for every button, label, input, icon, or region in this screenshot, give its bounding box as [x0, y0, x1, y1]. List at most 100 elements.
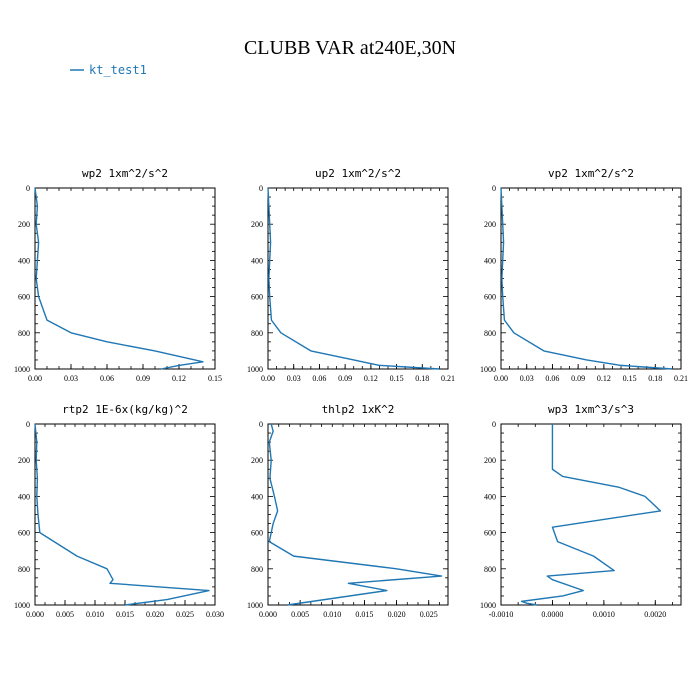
y-tick-label: 800	[18, 329, 30, 338]
y-tick-label: 800	[18, 565, 30, 574]
x-tick-label: 0.03	[287, 374, 301, 383]
x-tick-label: 0.025	[420, 610, 438, 619]
panel-6: wp3 1xm^3/s^3 0 200 400 600 800 1000-0.0010 0.0…	[480, 403, 682, 619]
panel-title: thlp2 1xK^2	[322, 403, 395, 416]
x-tick-label: 0.06	[312, 374, 326, 383]
y-tick-label: 400	[18, 256, 30, 265]
x-tick-label: 0.000	[259, 610, 277, 619]
x-tick-label: 0.15	[623, 374, 637, 383]
x-tick-label: 0.030	[206, 610, 224, 619]
y-tick-label: 800	[251, 329, 263, 338]
x-tick-label: 0.00	[494, 374, 508, 383]
y-tick-label: 400	[251, 492, 263, 501]
x-tick-label: 0.010	[86, 610, 104, 619]
x-tick-label: 0.0020	[644, 610, 666, 619]
y-tick-label: 200	[484, 456, 496, 465]
y-tick-label: 200	[18, 220, 30, 229]
y-tick-label: 0	[26, 184, 30, 193]
y-tick-label: 800	[251, 565, 263, 574]
x-tick-label: 0.00	[261, 374, 275, 383]
panel-4: rtp2 1E-6x(kg/kg)^2020040060080010000.00…	[14, 403, 224, 619]
x-tick-label: 0.12	[364, 374, 378, 383]
x-tick-label: 0.09	[338, 374, 352, 383]
x-tick-label: -0.0010	[489, 610, 514, 619]
y-tick-label: 800	[484, 329, 496, 338]
plot-frame	[34, 187, 216, 370]
figure-title: CLUBB VAR at240E,30N	[244, 37, 456, 59]
y-tick-label: 200	[251, 456, 263, 465]
x-tick-label: 0.020	[146, 610, 164, 619]
x-tick-label: 0.21	[674, 374, 688, 383]
x-tick-label: 0.12	[172, 374, 186, 383]
y-tick-label: 200	[18, 456, 30, 465]
y-tick-label: 0	[492, 184, 496, 193]
x-tick-label: 0.09	[571, 374, 585, 383]
plot-frame	[34, 423, 216, 606]
x-tick-label: 0.03	[64, 374, 78, 383]
y-tick-label: 600	[251, 293, 263, 302]
x-tick-label: 0.010	[323, 610, 341, 619]
panel-title: wp2 1xm^2/s^2	[82, 167, 168, 180]
y-tick-label: 1000	[14, 601, 30, 610]
panel-title: vp2 1xm^2/s^2	[548, 167, 634, 180]
y-tick-label: 800	[484, 565, 496, 574]
x-tick-label: 0.03	[520, 374, 534, 383]
x-tick-label: 0.000	[26, 610, 44, 619]
x-tick-label: 0.09	[136, 374, 150, 383]
series-line-kt_test1	[34, 187, 204, 370]
x-tick-label: 0.00	[28, 374, 42, 383]
panel-title: up2 1xm^2/s^2	[315, 167, 401, 180]
y-tick-label: 0	[26, 420, 30, 429]
x-tick-label: 0.12	[597, 374, 611, 383]
series-line-kt_test1	[520, 424, 662, 606]
y-tick-label: 600	[484, 293, 496, 302]
y-tick-label: 600	[18, 529, 30, 538]
series-line-kt_test1	[267, 187, 440, 370]
x-tick-label: 0.15	[390, 374, 404, 383]
y-tick-label: 400	[484, 492, 496, 501]
y-tick-label: 200	[484, 220, 496, 229]
x-tick-label: 0.0010	[593, 610, 615, 619]
x-tick-label: 0.020	[388, 610, 406, 619]
panel-title: wp3 1xm^3/s^3	[548, 403, 634, 416]
y-tick-label: 0	[492, 420, 496, 429]
series-line-kt_test1	[268, 423, 443, 606]
legend-label: kt_test1	[89, 63, 147, 77]
panel-title: rtp2 1E-6x(kg/kg)^2	[62, 403, 188, 416]
legend: kt_test1	[70, 63, 147, 77]
y-tick-label: 0	[259, 184, 263, 193]
y-tick-label: 400	[484, 256, 496, 265]
x-tick-label: 0.015	[355, 610, 373, 619]
x-tick-label: 0.21	[441, 374, 455, 383]
y-tick-label: 1000	[247, 365, 263, 374]
y-tick-label: 1000	[14, 365, 30, 374]
series-line-kt_test1	[500, 187, 673, 370]
y-tick-label: 600	[251, 529, 263, 538]
y-tick-label: 600	[18, 293, 30, 302]
x-tick-label: 0.005	[56, 610, 74, 619]
plot-frame	[500, 423, 682, 606]
x-tick-label: 0.15	[208, 374, 222, 383]
x-tick-label: 0.18	[648, 374, 662, 383]
y-tick-label: 400	[18, 492, 30, 501]
x-tick-label: 0.015	[116, 610, 134, 619]
x-tick-label: 0.18	[415, 374, 429, 383]
x-tick-label: 0.005	[291, 610, 309, 619]
series-line-kt_test1	[34, 423, 210, 606]
x-tick-label: 0.0000	[541, 610, 563, 619]
y-tick-label: 1000	[247, 601, 263, 610]
y-tick-label: 200	[251, 220, 263, 229]
y-tick-label: 600	[484, 529, 496, 538]
x-tick-label: 0.025	[176, 610, 194, 619]
y-tick-label: 400	[251, 256, 263, 265]
y-tick-label: 0	[259, 420, 263, 429]
x-tick-label: 0.06	[545, 374, 559, 383]
y-tick-label: 1000	[480, 601, 496, 610]
y-tick-label: 1000	[480, 365, 496, 374]
x-tick-label: 0.06	[100, 374, 114, 383]
